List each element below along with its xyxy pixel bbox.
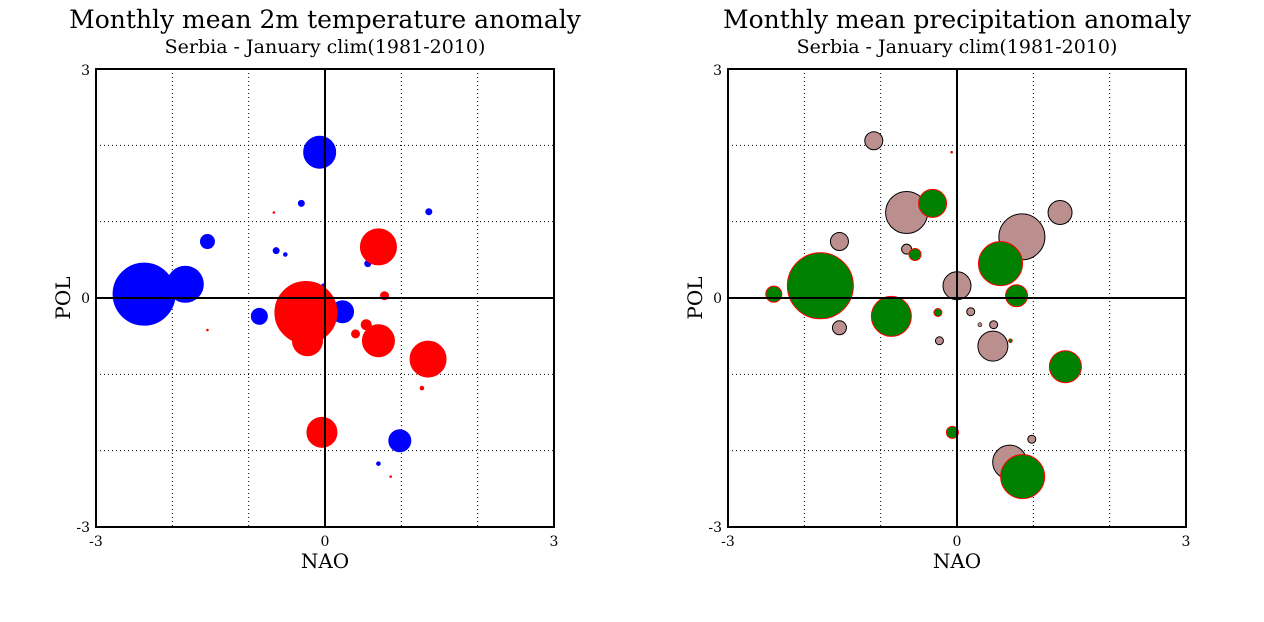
negative-anomaly-bubble <box>388 429 412 453</box>
temperature-panel: Monthly mean 2m temperature anomaly Serb… <box>51 5 582 573</box>
negative-anomaly-bubble <box>977 330 1009 362</box>
y-tick-mid: 0 <box>713 291 722 307</box>
negative-anomaly-bubble <box>166 265 204 303</box>
positive-anomaly-bubble <box>272 211 276 214</box>
positive-anomaly-bubble <box>1005 284 1029 308</box>
positive-anomaly-bubble <box>1000 454 1046 500</box>
positive-anomaly-bubble <box>918 188 948 218</box>
negative-anomaly-bubble <box>250 307 268 325</box>
positive-anomaly-bubble <box>361 324 395 358</box>
negative-anomaly-bubble <box>934 336 944 346</box>
positive-anomaly-bubble <box>945 425 959 439</box>
negative-anomaly-bubble <box>283 252 288 257</box>
negative-anomaly-bubble <box>831 320 847 336</box>
positive-anomaly-bubble <box>950 150 953 154</box>
chart-subtitle: Serbia - January clim(1981-2010) <box>165 36 486 58</box>
y-axis-label: POL <box>51 276 75 319</box>
plot-frame <box>727 68 1187 528</box>
positive-anomaly-bubble <box>933 308 943 318</box>
chart-title: Monthly mean 2m temperature anomaly <box>69 5 582 34</box>
x-tick-right: 3 <box>1182 534 1191 550</box>
y-tick-mid: 0 <box>81 291 90 307</box>
y-axis-label: POL <box>683 276 707 319</box>
positive-anomaly-bubble <box>389 475 392 478</box>
x-tick-mid: 0 <box>953 534 962 550</box>
x-tick-right: 3 <box>550 534 559 550</box>
y-tick-bottom: -3 <box>76 520 90 536</box>
negative-anomaly-bubble <box>303 135 337 169</box>
positive-anomaly-bubble <box>978 241 1024 287</box>
data-points <box>765 131 1082 500</box>
negative-anomaly-bubble <box>864 131 884 151</box>
positive-anomaly-bubble <box>360 319 372 331</box>
x-tick-mid: 0 <box>321 534 330 550</box>
data-points <box>112 135 447 478</box>
negative-anomaly-bubble <box>1047 200 1073 226</box>
y-tick-top: 3 <box>713 63 722 79</box>
negative-anomaly-bubble <box>1027 434 1037 444</box>
positive-anomaly-bubble <box>1008 338 1013 344</box>
y-tick-top: 3 <box>81 63 90 79</box>
x-axis-label: NAO <box>933 549 981 573</box>
negative-anomaly-bubble <box>199 234 215 250</box>
positive-anomaly-bubble <box>786 252 854 320</box>
positive-anomaly-bubble <box>1048 350 1082 384</box>
positive-anomaly-bubble <box>870 295 912 337</box>
positive-anomaly-bubble <box>409 340 447 378</box>
positive-anomaly-bubble <box>419 385 425 391</box>
x-axis-label: NAO <box>301 549 349 573</box>
plot-border <box>95 68 555 528</box>
negative-anomaly-bubble <box>989 320 999 330</box>
negative-anomaly-bubble <box>829 232 849 252</box>
negative-anomaly-bubble <box>977 322 983 328</box>
positive-anomaly-bubble <box>359 228 397 266</box>
chart-title: Monthly mean precipitation anomaly <box>723 5 1192 34</box>
x-tick-left: -3 <box>89 534 103 550</box>
x-tick-left: -3 <box>721 534 735 550</box>
negative-anomaly-bubble <box>425 208 433 216</box>
negative-anomaly-bubble <box>966 307 976 317</box>
y-tick-bottom: -3 <box>708 520 722 536</box>
positive-anomaly-bubble <box>765 285 783 303</box>
chart-subtitle: Serbia - January clim(1981-2010) <box>797 36 1118 58</box>
negative-anomaly-bubble <box>376 461 381 466</box>
plot-border <box>727 68 1187 528</box>
positive-anomaly-bubble <box>291 325 323 357</box>
plot-frame <box>95 68 555 528</box>
positive-anomaly-bubble <box>908 247 922 261</box>
positive-anomaly-bubble <box>351 329 361 339</box>
negative-anomaly-bubble <box>112 262 176 326</box>
positive-anomaly-bubble <box>206 328 209 332</box>
positive-anomaly-bubble <box>306 416 338 448</box>
precipitation-panel: Monthly mean precipitation anomaly Serbi… <box>683 5 1192 573</box>
negative-anomaly-bubble <box>272 247 280 255</box>
negative-anomaly-bubble <box>297 199 305 207</box>
